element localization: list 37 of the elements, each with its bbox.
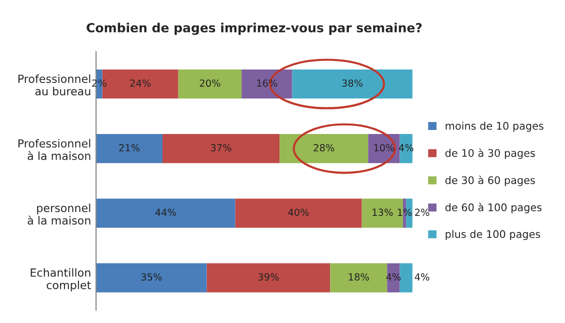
bar bbox=[96, 134, 162, 164]
data-label: 28% bbox=[314, 144, 334, 152]
data-label: 37% bbox=[210, 144, 232, 152]
data-label: 2% bbox=[415, 208, 430, 216]
data-label: 20% bbox=[200, 79, 220, 87]
bar bbox=[96, 198, 236, 228]
data-label: 39% bbox=[258, 273, 279, 281]
bar bbox=[400, 263, 412, 292]
legend-label: moins de 10 pages bbox=[446, 122, 544, 132]
bar bbox=[96, 263, 207, 292]
data-label: 44% bbox=[155, 208, 176, 216]
chart-title: Combien de pages imprimez-vous par semaine? bbox=[86, 22, 422, 35]
y-tick-label: Professionnel à la maison bbox=[18, 138, 90, 160]
bar bbox=[178, 69, 242, 99]
legend-label: de 10 à 30 pages bbox=[445, 148, 535, 159]
data-label: 2% bbox=[92, 79, 106, 87]
bar bbox=[292, 69, 412, 99]
legend-label: plus de 100 pages bbox=[446, 230, 540, 240]
data-label: 24% bbox=[130, 79, 151, 87]
legend-label: de 60 à 100 pages bbox=[445, 202, 542, 214]
data-label: 18% bbox=[348, 273, 369, 281]
bar bbox=[280, 134, 368, 164]
data-label: 35% bbox=[141, 273, 162, 281]
data-label: 38% bbox=[342, 79, 363, 87]
y-tick-label: Echantillon complet bbox=[30, 268, 91, 292]
data-label: 40% bbox=[288, 208, 309, 216]
bar bbox=[206, 263, 330, 292]
y-tick-label: Professionnel au bureau bbox=[18, 74, 90, 96]
bar bbox=[330, 263, 388, 292]
bar bbox=[242, 69, 292, 99]
data-label: 13% bbox=[372, 208, 393, 216]
y-tick-label: personnel à la maison bbox=[28, 204, 90, 225]
data-label: 4% bbox=[414, 273, 430, 281]
bar bbox=[162, 134, 280, 164]
bar bbox=[235, 198, 362, 228]
data-label: 21% bbox=[119, 144, 140, 152]
legend-label: de 30 à 60 pages bbox=[445, 176, 535, 186]
